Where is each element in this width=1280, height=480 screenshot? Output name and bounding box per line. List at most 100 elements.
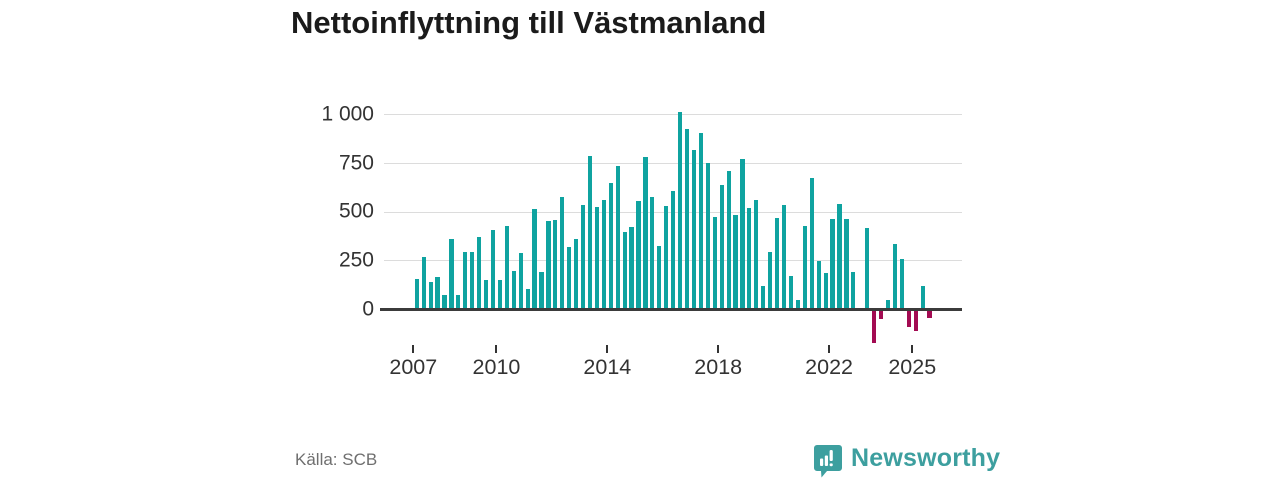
bar — [705, 162, 710, 310]
bar — [539, 271, 544, 310]
bar — [442, 294, 447, 310]
newsworthy-wordmark: Newsworthy — [851, 444, 1001, 472]
bar — [518, 253, 523, 310]
bar — [844, 219, 849, 310]
bar — [761, 286, 766, 310]
bar — [587, 155, 593, 310]
bar — [671, 190, 676, 310]
bar — [414, 279, 419, 310]
bar — [747, 208, 752, 310]
x-axis-line — [380, 308, 962, 311]
x-axis-label: 2022 — [805, 355, 854, 379]
bar — [650, 196, 655, 310]
bar — [927, 311, 932, 318]
x-axis-label: 2025 — [888, 355, 937, 379]
bar — [504, 225, 509, 310]
x-axis-label: 2007 — [389, 355, 438, 379]
bar — [913, 311, 918, 332]
bar — [546, 220, 551, 310]
bar — [574, 239, 579, 310]
bar — [601, 199, 606, 310]
bar — [865, 227, 870, 310]
bar — [657, 246, 662, 310]
x-axis-tick — [911, 345, 914, 353]
bar — [477, 237, 482, 310]
bar — [684, 128, 690, 310]
bar — [629, 226, 634, 310]
bar — [490, 229, 496, 310]
bar — [837, 204, 842, 310]
bar — [428, 282, 433, 310]
bar — [719, 184, 724, 310]
bar — [421, 256, 426, 310]
x-axis-tick — [717, 345, 720, 353]
y-axis-label: 250 — [338, 248, 374, 272]
bar — [463, 252, 468, 310]
y-axis-label: 500 — [338, 199, 374, 223]
bar — [830, 219, 835, 310]
bar — [802, 225, 807, 310]
chart-title: Nettoinflyttning till Västmanland — [291, 5, 767, 40]
bar — [483, 280, 489, 310]
bar — [608, 183, 613, 310]
bar — [594, 207, 600, 310]
bar — [698, 133, 703, 310]
y-axis-label: 750 — [338, 151, 374, 175]
x-axis-label: 2010 — [472, 355, 521, 379]
bar — [726, 171, 731, 310]
bar — [885, 299, 891, 310]
bar — [878, 311, 884, 319]
bar — [795, 299, 800, 310]
bar — [788, 276, 794, 310]
bar — [733, 215, 738, 310]
bar — [892, 244, 898, 310]
bar — [754, 199, 759, 310]
x-axis-tick — [412, 345, 415, 353]
x-axis-tick — [606, 345, 609, 353]
bar — [560, 196, 565, 310]
gridline — [384, 114, 962, 116]
x-axis-label: 2014 — [583, 355, 632, 379]
x-axis-tick — [495, 345, 498, 353]
bar — [851, 271, 856, 310]
bar — [712, 217, 717, 310]
bar — [449, 239, 454, 310]
bar — [532, 209, 537, 310]
bar — [622, 231, 627, 310]
bar — [567, 247, 572, 310]
bar — [435, 277, 440, 310]
bar — [664, 206, 669, 310]
source-label: Källa: SCB — [295, 450, 378, 469]
bar — [809, 178, 814, 310]
bar — [781, 205, 787, 310]
bar — [497, 280, 502, 310]
bar — [920, 286, 925, 310]
bar — [906, 311, 911, 327]
bar — [775, 218, 780, 310]
y-axis-label: 1 000 — [321, 102, 374, 126]
bar — [872, 311, 877, 344]
bar — [899, 258, 904, 310]
bar — [470, 252, 475, 310]
bar — [580, 205, 586, 310]
x-axis-label: 2018 — [694, 355, 743, 379]
bar — [456, 294, 461, 310]
bar — [553, 219, 558, 310]
gridline — [384, 163, 962, 165]
bar — [636, 201, 641, 310]
bar — [511, 270, 516, 310]
bar-chart-bubble-icon — [814, 445, 842, 478]
bar — [615, 166, 620, 310]
bar — [823, 273, 828, 310]
y-axis-label: 0 — [362, 297, 374, 321]
bar — [525, 289, 530, 310]
newsworthy-brand: Newsworthy — [813, 444, 1000, 478]
bar — [643, 156, 648, 310]
bar — [816, 260, 821, 310]
bar — [740, 158, 745, 310]
bar — [678, 111, 683, 310]
bar — [768, 252, 773, 310]
x-axis-tick — [828, 345, 831, 353]
bar — [691, 149, 697, 310]
